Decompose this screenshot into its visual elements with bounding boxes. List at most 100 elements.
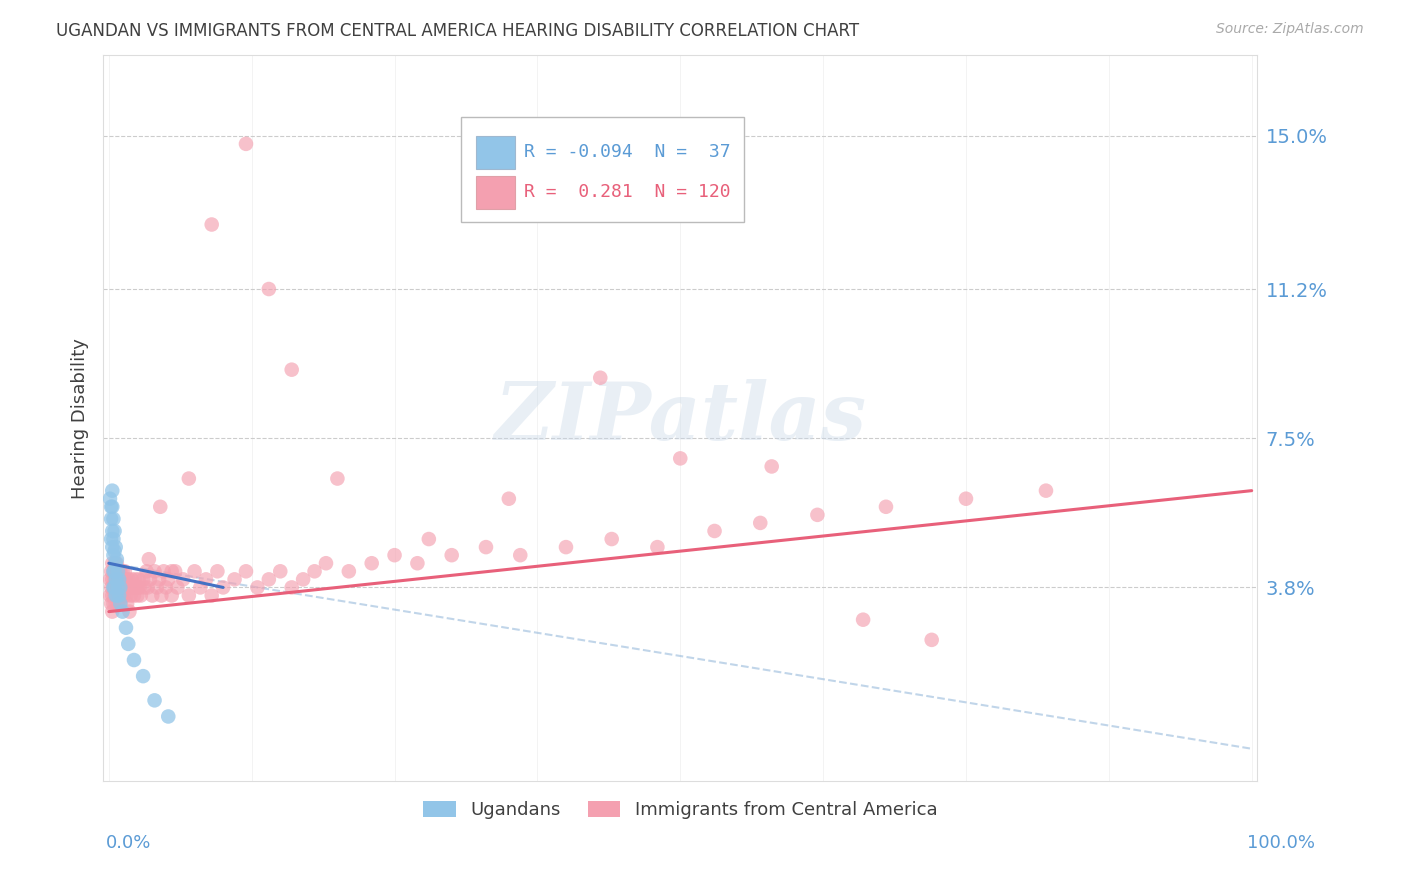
Point xyxy=(105,573,128,587)
Point xyxy=(134,581,156,595)
Point xyxy=(100,512,122,526)
Point xyxy=(111,605,134,619)
Point xyxy=(117,637,139,651)
FancyBboxPatch shape xyxy=(477,176,515,209)
Point xyxy=(122,653,145,667)
Point xyxy=(108,589,131,603)
Point xyxy=(108,573,131,587)
Point xyxy=(555,540,578,554)
Point xyxy=(104,540,127,554)
Point xyxy=(955,491,977,506)
Point xyxy=(112,589,135,603)
Point xyxy=(103,597,125,611)
Point xyxy=(105,573,128,587)
Point xyxy=(141,589,163,603)
Point xyxy=(125,581,148,595)
Point xyxy=(104,589,127,603)
Point xyxy=(224,573,246,587)
Point xyxy=(155,581,177,595)
FancyBboxPatch shape xyxy=(461,117,744,222)
Point xyxy=(160,589,183,603)
Text: R =  0.281  N = 120: R = 0.281 N = 120 xyxy=(524,184,731,202)
Point xyxy=(100,500,122,514)
Point xyxy=(257,573,280,587)
Point xyxy=(104,556,127,570)
Point xyxy=(105,552,128,566)
Point xyxy=(103,564,125,578)
Point xyxy=(103,532,125,546)
Point xyxy=(149,500,172,514)
Point xyxy=(143,693,166,707)
Point xyxy=(166,581,188,595)
Point xyxy=(172,573,194,587)
Point xyxy=(749,516,772,530)
Point xyxy=(107,581,129,595)
Point xyxy=(875,500,897,514)
Legend: Ugandans, Immigrants from Central America: Ugandans, Immigrants from Central Americ… xyxy=(416,794,945,826)
Point xyxy=(100,597,122,611)
Point xyxy=(177,589,200,603)
Point xyxy=(103,581,125,595)
Point xyxy=(921,632,943,647)
Point xyxy=(118,581,141,595)
Point xyxy=(121,581,143,595)
Point xyxy=(103,564,125,578)
Point xyxy=(201,218,224,232)
Point xyxy=(103,581,125,595)
Point xyxy=(118,605,141,619)
Point xyxy=(111,564,134,578)
Point xyxy=(110,589,132,603)
Point xyxy=(103,564,125,578)
Point xyxy=(115,573,138,587)
Point xyxy=(150,589,173,603)
Point xyxy=(104,581,127,595)
Point xyxy=(100,532,122,546)
Point xyxy=(127,581,149,595)
Point xyxy=(114,564,136,578)
Point xyxy=(110,573,132,587)
Point xyxy=(146,581,169,595)
Point xyxy=(105,556,128,570)
Point xyxy=(101,524,124,538)
Point xyxy=(101,573,124,587)
Point xyxy=(360,556,382,570)
Point xyxy=(143,564,166,578)
Point xyxy=(212,581,235,595)
Point xyxy=(280,581,302,595)
Point xyxy=(177,471,200,485)
Point xyxy=(600,532,623,546)
Point xyxy=(107,581,129,595)
Point xyxy=(148,573,170,587)
Point xyxy=(101,556,124,570)
Point xyxy=(509,548,531,562)
Point xyxy=(124,573,146,587)
Point xyxy=(292,573,315,587)
Point xyxy=(129,589,152,603)
Point xyxy=(103,556,125,570)
Point xyxy=(703,524,725,538)
Point xyxy=(103,548,125,562)
Point xyxy=(589,370,612,384)
Point xyxy=(108,589,131,603)
Point xyxy=(101,589,124,603)
Point xyxy=(183,564,205,578)
Point xyxy=(136,581,159,595)
Point xyxy=(101,483,124,498)
Point xyxy=(195,573,218,587)
Point xyxy=(110,564,132,578)
Text: R = -0.094  N =  37: R = -0.094 N = 37 xyxy=(524,144,731,161)
Point xyxy=(157,573,180,587)
Point xyxy=(110,597,132,611)
Point xyxy=(235,564,257,578)
Point xyxy=(257,282,280,296)
Point xyxy=(384,548,406,562)
Point xyxy=(115,597,138,611)
Point xyxy=(160,564,183,578)
Point xyxy=(852,613,875,627)
Point xyxy=(139,573,162,587)
Point xyxy=(103,573,125,587)
Text: 0.0%: 0.0% xyxy=(105,834,150,852)
Point xyxy=(188,581,211,595)
Point xyxy=(128,581,150,595)
Point xyxy=(101,500,124,514)
